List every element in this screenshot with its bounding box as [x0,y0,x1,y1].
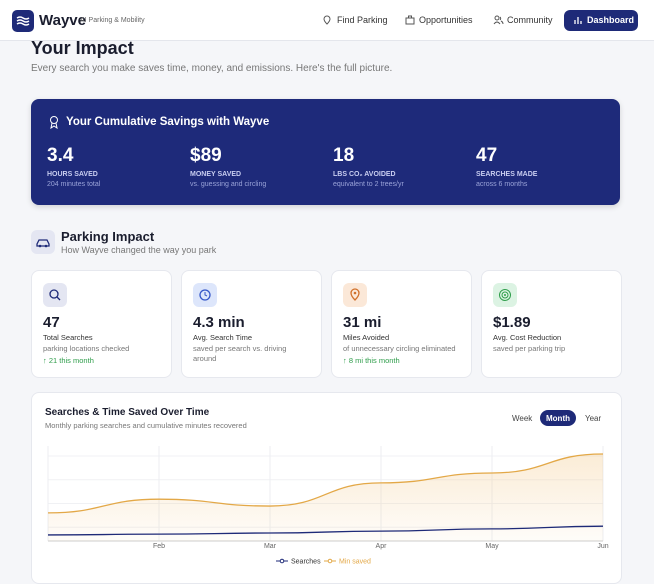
card-note: saved per parking trip [493,344,566,353]
page-subtitle: Every search you make saves time, money,… [31,63,393,74]
chart-title: Searches & Time Saved Over Time [45,407,210,418]
stat-value: 18 [333,145,355,166]
stat-note: equivalent to 2 trees/yr [333,181,404,188]
card-label: Total Searches [43,333,93,342]
section-icon [31,230,55,254]
stat-value: 47 [476,145,498,166]
range-toggle[interactable]: Week [512,414,533,423]
card-label: Avg. Cost Reduction [493,333,562,342]
x-tick-label: Jun [597,543,608,550]
brand[interactable]: Wayve [39,12,86,29]
card-value: 47 [43,314,60,331]
legend-label: Min saved [339,559,371,566]
stat-card: 47 Total Searches parking locations checke… [31,270,172,378]
nav-link[interactable]: Community [507,15,553,25]
series-line [47,453,604,514]
chart-card: Searches & Time Saved Over Time Monthly … [31,392,622,584]
stat-value: 3.4 [47,145,74,166]
tagline: AI Parking & Mobility [80,17,145,24]
x-tick-label: Mar [264,543,277,550]
card-value: 4.3 min [193,314,245,331]
stat-card: 4.3 min Avg. Search Time saved per search … [181,270,322,378]
legend-swatch [327,558,333,564]
section-subtitle: How Wayve changed the way you park [61,245,217,255]
stat-label: SEARCHES MADE [476,171,538,178]
stat-card: $1.89 Avg. Cost Reduction saved per parkin… [481,270,622,378]
stat-value: $89 [190,145,222,166]
card-trend: ↑ 8 mi this month [343,356,400,365]
card-value: 31 mi [343,314,382,331]
card-icon [493,283,517,307]
stat-note: vs. guessing and circling [190,181,267,188]
nav-link[interactable]: Opportunities [419,15,473,25]
top-nav: Wayve AI Parking & Mobility Find Parking… [0,0,654,41]
nav-link[interactable]: Find Parking [337,15,388,25]
card-note: parking locations checked [43,344,130,353]
card-icon [343,283,367,307]
stat-label: MONEY SAVED [190,171,242,178]
banner-title: Your Cumulative Savings with Wayve [66,116,270,128]
x-tick-label: Feb [153,543,165,550]
card-trend: ↑ 21 this month [43,356,94,365]
range-toggle-active[interactable]: Month [540,410,576,426]
logo[interactable] [12,10,34,32]
stat-note: 204 minutes total [47,181,101,188]
card-note: of unnecessary circling eliminated [343,344,456,353]
card-note: saved per search vs. driving around [193,344,287,363]
x-tick-label: Apr [376,543,388,550]
line-chart: Feb Mar Apr May Jun Searches Min saved [47,446,609,566]
stat-card: 31 mi Miles Avoided of unnecessary circlin… [331,270,472,378]
card-label: Avg. Search Time [193,333,253,342]
savings-banner: Your Cumulative Savings with Wayve 3.4 HO… [31,99,620,205]
legend-swatch [279,558,285,564]
range-toggle[interactable]: Year [585,414,602,423]
card-label: Miles Avoided [343,333,390,342]
range-toggle-label[interactable]: Month [546,414,570,423]
x-tick-label: May [485,543,499,550]
card-icon [43,283,67,307]
series-line [47,525,604,536]
area [48,453,603,541]
stat-label: HOURS SAVED [47,171,98,178]
section-title: Parking Impact [61,229,155,244]
chart-subtitle: Monthly parking searches and cumulative … [45,421,247,430]
card-value: $1.89 [493,314,531,331]
page-title: Your Impact [31,38,134,58]
legend-label: Searches [291,559,321,566]
button-label[interactable]: Dashboard [587,15,635,25]
stat-label: LBS CO₂ AVOIDED [333,171,396,178]
dashboard-button[interactable]: Dashboard [564,10,638,31]
card-icon [193,283,217,307]
stat-note: across 6 months [476,181,528,188]
